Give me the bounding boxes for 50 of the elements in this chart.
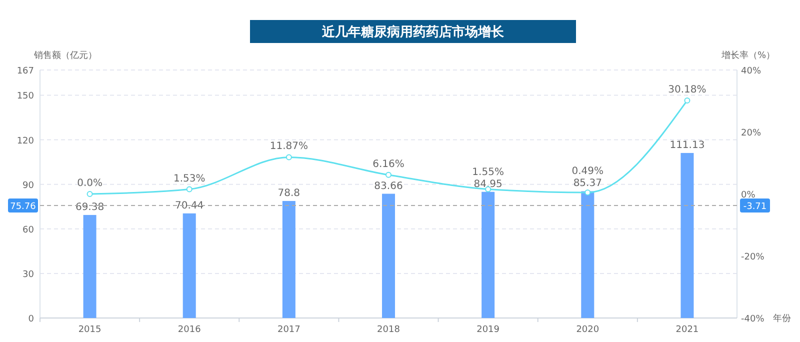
point xyxy=(186,186,192,192)
data-label: 6.16% xyxy=(372,158,404,170)
point xyxy=(86,191,93,197)
bar xyxy=(182,213,196,318)
bar xyxy=(382,194,395,318)
data-label: 1.53% xyxy=(173,173,206,184)
y2-tick-label: 40% xyxy=(741,66,762,76)
point xyxy=(684,97,690,104)
y-tick-label: 30 xyxy=(22,270,34,280)
x-tick-label: 2016 xyxy=(178,325,202,335)
text: -3.71 xyxy=(743,202,767,212)
data-label: 30.18% xyxy=(668,84,706,96)
y-tick-label: 60 xyxy=(22,225,34,236)
data-label: 111.13 xyxy=(670,140,705,151)
data-label: 0.49% xyxy=(572,166,604,178)
data-label: 1.55% xyxy=(472,166,504,178)
point xyxy=(386,172,392,178)
data-label: 84.95 xyxy=(474,178,502,190)
data-label: 11.87% xyxy=(270,141,308,152)
point xyxy=(286,154,292,160)
bar xyxy=(282,200,296,318)
y2-tick-label: -20% xyxy=(741,252,765,262)
bar xyxy=(680,152,694,318)
data-label: 78.8 xyxy=(278,188,300,199)
y2-tick-label: -40% xyxy=(741,314,765,324)
x-tick-label: 2020 xyxy=(576,325,600,335)
x-tick-label: 2021 xyxy=(676,325,699,335)
point xyxy=(584,189,591,196)
y2-tick-label: 0% xyxy=(741,190,756,200)
y-tick-label: 167 xyxy=(16,66,34,76)
bar xyxy=(581,191,594,318)
x-tick-label: 2019 xyxy=(476,325,500,335)
y-axis-title: 销售额（亿元） xyxy=(33,50,97,61)
y-tick-label: 90 xyxy=(22,180,34,191)
x-tick-label: 2015 xyxy=(78,325,102,335)
y-tick-label: 120 xyxy=(16,136,34,146)
bar xyxy=(482,192,495,318)
bar xyxy=(83,214,96,318)
chart-title: 近几年糖尿病用药药店市场增长 xyxy=(321,24,505,40)
data-label: 0.0% xyxy=(77,178,102,189)
ref-line-label: 75.76 xyxy=(10,202,36,212)
y2-axis-title: 增长率（%） xyxy=(720,50,775,61)
y-tick-label: 150 xyxy=(16,92,34,102)
data-label: 85.37 xyxy=(573,178,602,190)
data-label: 83.66 xyxy=(374,180,403,192)
x-tick-label: 2017 xyxy=(277,325,300,335)
y2-tick-label: 20% xyxy=(741,128,762,138)
x-tick-label: 2018 xyxy=(377,325,400,335)
x-axis-title: 年份 xyxy=(773,313,791,324)
y-tick-label: 0 xyxy=(28,314,34,324)
